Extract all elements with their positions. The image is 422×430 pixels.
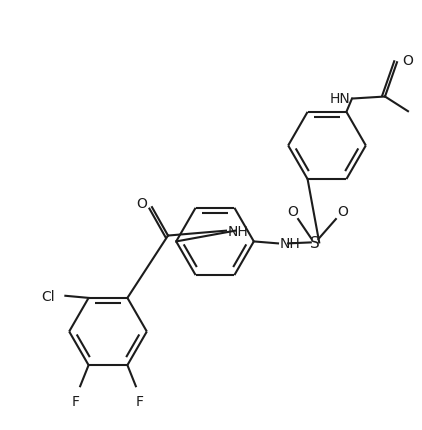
Text: O: O: [287, 204, 298, 218]
Text: O: O: [337, 204, 348, 218]
Text: F: F: [136, 394, 144, 408]
Text: S: S: [310, 235, 320, 250]
Text: NH: NH: [228, 224, 249, 238]
Text: Cl: Cl: [41, 289, 55, 303]
Text: HN: HN: [329, 92, 350, 106]
Text: F: F: [72, 394, 80, 408]
Text: NH: NH: [280, 237, 301, 251]
Text: O: O: [402, 54, 413, 68]
Text: O: O: [136, 197, 147, 210]
